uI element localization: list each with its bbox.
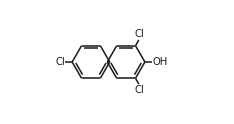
Text: OH: OH — [152, 57, 167, 67]
Text: Cl: Cl — [134, 85, 144, 95]
Text: Cl: Cl — [55, 57, 65, 67]
Text: Cl: Cl — [134, 29, 144, 39]
